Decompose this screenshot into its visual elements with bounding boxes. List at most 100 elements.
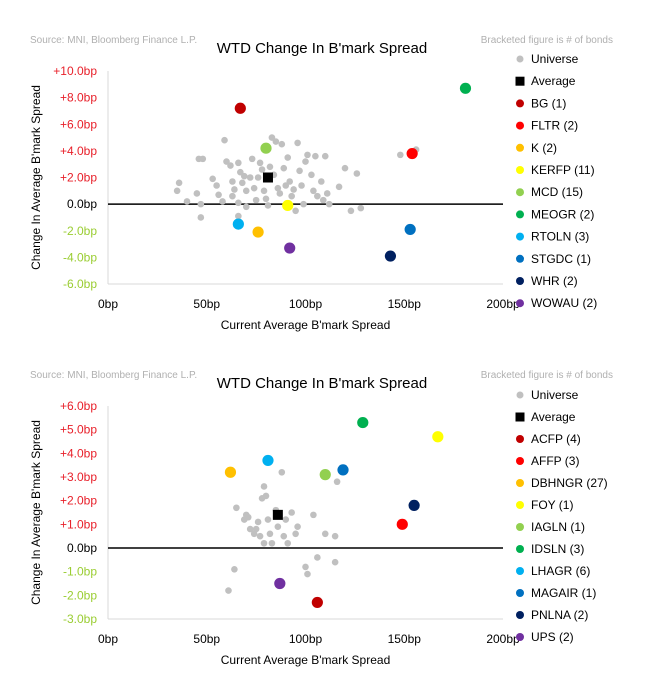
legend-marker xyxy=(516,611,524,619)
legend-marker xyxy=(515,76,525,86)
x-axis-title: Current Average B'mark Spread xyxy=(221,318,391,332)
average-marker xyxy=(262,172,273,183)
legend-label: MEOGR (2) xyxy=(531,207,594,221)
legend-marker xyxy=(516,99,524,108)
universe-point xyxy=(312,152,319,160)
legend-label: KERFP (11) xyxy=(531,163,595,177)
series-point xyxy=(357,416,369,429)
universe-point xyxy=(318,178,325,185)
universe-point xyxy=(229,178,236,185)
legend-label: Average xyxy=(531,410,576,424)
universe-point xyxy=(397,151,404,159)
universe-point xyxy=(347,207,355,215)
series-point xyxy=(432,431,444,443)
universe-point xyxy=(278,140,286,148)
universe-point xyxy=(304,570,311,578)
universe-point xyxy=(284,539,292,547)
y-tick-label: +3.0bp xyxy=(60,470,97,484)
universe-point xyxy=(321,530,329,538)
universe-point xyxy=(239,179,246,187)
universe-point xyxy=(235,199,242,207)
legend-label: IAGLN (1) xyxy=(531,520,585,534)
universe-point xyxy=(229,192,236,200)
x-tick-label: 0bp xyxy=(98,632,118,646)
series-point xyxy=(260,142,272,154)
universe-point xyxy=(310,511,317,519)
universe-point xyxy=(321,152,329,160)
legend-label: FLTR (2) xyxy=(531,119,578,133)
series-point xyxy=(384,250,397,262)
bonds-note: Bracketed figure is # of bonds xyxy=(481,370,613,381)
y-axis-title: Change In Average B'mark Spread xyxy=(29,85,43,270)
chart-panel-2: Source: MNI, Bloomberg Finance L.P. Brack… xyxy=(0,335,649,675)
legend-label: DBHNGR (27) xyxy=(531,476,608,490)
legend-marker xyxy=(516,633,524,641)
scatter-chart-1: Source: MNI, Bloomberg Finance L.P. Brack… xyxy=(29,35,613,332)
legend-label: AFFP (3) xyxy=(531,454,579,468)
x-tick-label: 200bp xyxy=(486,297,520,311)
universe-point xyxy=(244,513,252,521)
legend-label: MAGAIR (1) xyxy=(531,586,596,600)
y-tick-label: +4.0bp xyxy=(60,446,97,460)
legend-marker xyxy=(516,523,524,531)
universe-point xyxy=(252,196,260,204)
universe-point xyxy=(235,159,242,167)
average-marker xyxy=(272,509,283,520)
universe-point xyxy=(288,509,295,516)
universe-point xyxy=(294,139,301,147)
y-tick-label: +4.0bp xyxy=(60,144,97,158)
universe-point xyxy=(215,191,222,199)
x-tick-label: 150bp xyxy=(388,632,422,646)
legend-label: MCD (15) xyxy=(531,185,583,199)
y-tick-label: -1.0bp xyxy=(63,565,97,579)
legend-label: PNLNA (2) xyxy=(531,608,588,622)
universe-point xyxy=(335,183,343,191)
legend-label: IDSLN (3) xyxy=(531,542,584,556)
series-point xyxy=(224,466,237,478)
universe-point xyxy=(302,563,309,571)
legend-marker xyxy=(516,299,524,308)
chart-title: WTD Change In B'mark Spread xyxy=(217,375,427,392)
universe-point xyxy=(197,214,205,221)
x-tick-label: 100bp xyxy=(289,632,323,646)
legend-label: RTOLN (3) xyxy=(531,230,589,244)
legend-label: STGDC (1) xyxy=(531,252,591,266)
universe-point xyxy=(227,162,234,169)
universe-point xyxy=(175,179,183,187)
universe-point xyxy=(308,171,315,179)
legend-label: WHR (2) xyxy=(531,274,578,288)
universe-point xyxy=(183,198,191,205)
universe-point xyxy=(264,516,272,523)
universe-point xyxy=(266,530,274,538)
y-tick-label: -6.0bp xyxy=(63,277,97,291)
legend-marker xyxy=(516,188,524,197)
universe-point xyxy=(286,178,294,185)
legend-marker xyxy=(516,391,524,399)
universe-point xyxy=(319,196,327,204)
universe-point xyxy=(292,207,299,215)
y-tick-label: +5.0bp xyxy=(60,423,97,437)
universe-point xyxy=(302,158,309,165)
universe-point xyxy=(260,187,268,195)
source-note: Source: MNI, Bloomberg Finance L.P. xyxy=(30,35,197,46)
universe-point xyxy=(250,184,258,192)
universe-point xyxy=(266,163,274,171)
universe-point xyxy=(274,523,282,530)
universe-point xyxy=(284,154,292,161)
universe-point xyxy=(248,155,256,163)
universe-point xyxy=(231,566,238,573)
y-axis-title: Change In Average B'mark Spread xyxy=(29,420,43,605)
legend-marker xyxy=(516,232,524,241)
legend-marker xyxy=(516,435,524,443)
legend-marker xyxy=(516,254,524,263)
series-point xyxy=(396,518,408,530)
y-tick-label: -4.0bp xyxy=(63,250,97,264)
universe-point xyxy=(246,525,254,533)
legend-marker xyxy=(516,545,524,553)
y-tick-label: -3.0bp xyxy=(63,612,97,626)
y-tick-label: +10.0bp xyxy=(53,64,97,78)
y-tick-label: +8.0bp xyxy=(60,91,97,105)
universe-point xyxy=(274,184,282,192)
universe-point xyxy=(256,159,264,167)
series-point xyxy=(459,82,472,94)
